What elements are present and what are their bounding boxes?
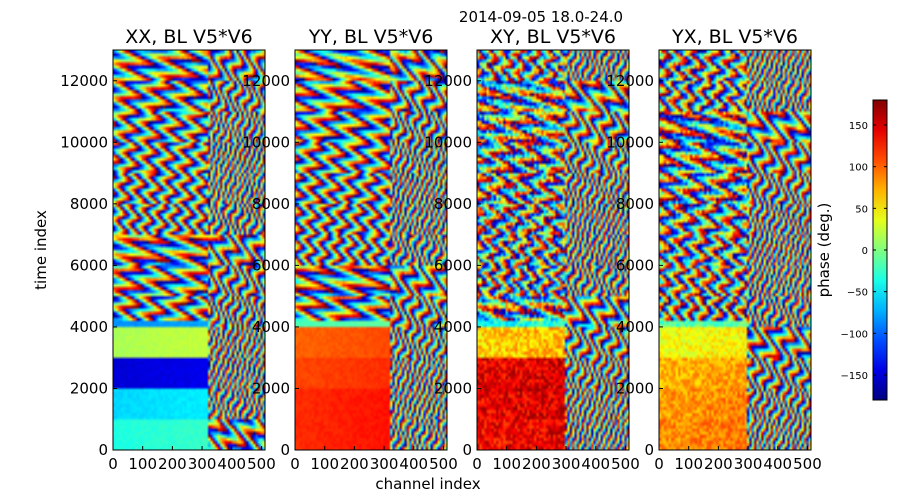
y-tick-label: 8000 (70, 195, 108, 213)
panel-title: XY, BL V5*V6 (490, 26, 616, 48)
x-tick-label: 0 (654, 455, 664, 473)
x-tick-label: 200 (522, 455, 551, 473)
y-tick-label: 4000 (434, 318, 472, 336)
x-tick-label: 400 (217, 455, 246, 473)
x-tick-label: 200 (158, 455, 187, 473)
x-tick-label: 300 (734, 455, 763, 473)
x-tick-label: 300 (370, 455, 399, 473)
y-tick-label: 0 (462, 441, 472, 459)
panel-frame (658, 49, 812, 451)
x-tick-label: 500 (429, 455, 458, 473)
colorbar-tick-label: −100 (841, 329, 868, 340)
y-tick-label: 6000 (70, 256, 108, 274)
y-tick-label: 4000 (70, 318, 108, 336)
x-axis-label: channel index (375, 475, 480, 493)
y-tick-label: 0 (98, 441, 108, 459)
x-tick-label: 500 (793, 455, 822, 473)
colorbar-tick-label: −50 (847, 288, 868, 299)
y-tick-label: 8000 (434, 195, 472, 213)
x-tick-label: 400 (763, 455, 792, 473)
x-tick-label: 0 (108, 455, 118, 473)
y-tick-label: 12000 (242, 72, 290, 90)
x-tick-label: 100 (492, 455, 521, 473)
y-tick-label: 2000 (70, 379, 108, 397)
x-tick-label: 100 (128, 455, 157, 473)
y-tick-label: 6000 (252, 256, 290, 274)
colorbar: 150 100 50 0 −50 −100 −150 phase (deg.) (815, 99, 888, 401)
y-tick-label: 12000 (60, 72, 108, 90)
x-tick-label: 200 (340, 455, 369, 473)
x-tick-label: 0 (290, 455, 300, 473)
x-tick-label: 500 (611, 455, 640, 473)
y-tick-label: 0 (644, 441, 654, 459)
x-tick-label: 400 (581, 455, 610, 473)
colorbar-tick-label: 0 (862, 246, 868, 257)
y-tick-label: 12000 (606, 72, 654, 90)
y-tick-label: 12000 (424, 72, 472, 90)
x-tick-label: 300 (188, 455, 217, 473)
panel-title: XX, BL V5*V6 (125, 26, 252, 48)
panel-frame (476, 49, 630, 451)
y-tick-label: 4000 (252, 318, 290, 336)
y-tick-label: 8000 (252, 195, 290, 213)
panel-heatmap (477, 50, 629, 450)
colorbar-tick-label: 100 (849, 163, 868, 174)
y-tick-label: 10000 (242, 133, 290, 151)
panel-4: YX, BL V5*V60 100 200 300 400 500020004000600… (606, 26, 821, 473)
y-axis-label: time index (32, 210, 50, 290)
x-tick-label: 0 (472, 455, 482, 473)
x-tick-label: 500 (247, 455, 276, 473)
colorbar-tick-label: 150 (849, 121, 868, 132)
panel-heatmap (295, 50, 447, 450)
colorbar-label: phase (deg.) (815, 203, 833, 298)
suptitle: 2014-09-05 18.0-24.0 (459, 8, 623, 26)
panel-frame (294, 49, 448, 451)
colorbar-tick-label: 50 (855, 204, 868, 215)
y-tick-label: 4000 (616, 318, 654, 336)
y-tick-label: 10000 (424, 133, 472, 151)
colorbar-tick-label: −150 (841, 371, 868, 382)
panel-title: YY, BL V5*V6 (308, 26, 434, 48)
y-tick-label: 6000 (616, 256, 654, 274)
panel-heatmap (659, 50, 811, 450)
x-tick-label: 100 (674, 455, 703, 473)
y-tick-label: 10000 (60, 133, 108, 151)
y-tick-label: 2000 (616, 379, 654, 397)
panel-heatmap (113, 50, 265, 450)
x-tick-label: 400 (399, 455, 428, 473)
y-tick-label: 2000 (252, 379, 290, 397)
x-tick-label: 200 (704, 455, 733, 473)
y-tick-label: 10000 (606, 133, 654, 151)
y-tick-label: 8000 (616, 195, 654, 213)
panel-1: XX, BL V5*V6 0 100 200 300 400 500 0 2000 4000 600… (60, 26, 275, 473)
panel-title: YX, BL V5*V6 (671, 26, 798, 48)
y-tick-label: 2000 (434, 379, 472, 397)
y-tick-label: 6000 (434, 256, 472, 274)
panel-frame (112, 49, 266, 451)
x-tick-label: 100 (310, 455, 339, 473)
y-tick-label: 0 (280, 441, 290, 459)
panel-2: YY, BL V5*V60 100 200 300 400 500020004000600… (242, 26, 457, 473)
panel-3: XY, BL V5*V60 100 200 300 400 500020004000600… (424, 26, 639, 473)
x-tick-label: 300 (552, 455, 581, 473)
